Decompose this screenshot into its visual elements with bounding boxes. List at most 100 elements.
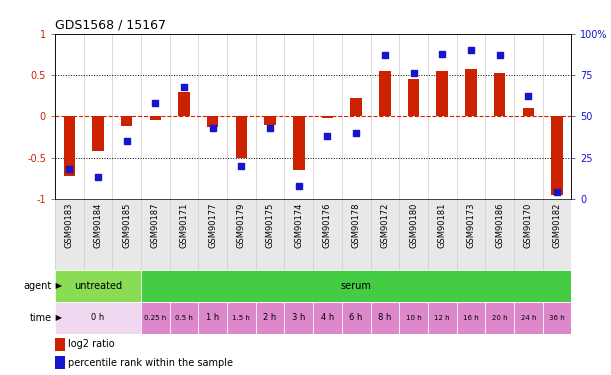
- Bar: [84, 199, 112, 270]
- Point: [64, 166, 74, 172]
- Text: GSM90185: GSM90185: [122, 202, 131, 248]
- Text: serum: serum: [341, 281, 371, 291]
- Bar: [285, 302, 313, 334]
- Bar: [227, 199, 256, 270]
- Bar: [170, 302, 199, 334]
- Point: [552, 189, 562, 195]
- Text: ▶: ▶: [53, 314, 62, 322]
- Text: GSM90174: GSM90174: [295, 202, 303, 248]
- Bar: [342, 302, 370, 334]
- Bar: [55, 302, 141, 334]
- Bar: [236, 116, 247, 158]
- Bar: [121, 116, 133, 126]
- Point: [409, 70, 419, 76]
- Text: 1 h: 1 h: [206, 314, 219, 322]
- Bar: [207, 116, 219, 127]
- Text: 0.5 h: 0.5 h: [175, 315, 193, 321]
- Text: GSM90178: GSM90178: [352, 202, 360, 248]
- Text: 12 h: 12 h: [434, 315, 450, 321]
- Point: [524, 93, 533, 99]
- Bar: [55, 199, 84, 270]
- Text: 16 h: 16 h: [463, 315, 479, 321]
- Bar: [285, 199, 313, 270]
- Text: GSM90176: GSM90176: [323, 202, 332, 248]
- Bar: [92, 116, 104, 151]
- Bar: [64, 116, 75, 176]
- Bar: [170, 199, 199, 270]
- Bar: [514, 302, 543, 334]
- Point: [495, 52, 505, 58]
- Bar: [199, 199, 227, 270]
- Bar: [436, 71, 448, 116]
- Text: 2 h: 2 h: [263, 314, 277, 322]
- Bar: [456, 302, 485, 334]
- Bar: [322, 116, 333, 118]
- Bar: [522, 108, 534, 116]
- Text: 0 h: 0 h: [92, 314, 104, 322]
- Bar: [408, 79, 419, 116]
- Bar: [465, 69, 477, 116]
- Bar: [227, 302, 256, 334]
- Bar: [351, 98, 362, 116]
- Text: 10 h: 10 h: [406, 315, 422, 321]
- Text: 8 h: 8 h: [378, 314, 392, 322]
- Bar: [342, 199, 370, 270]
- Bar: [141, 199, 170, 270]
- Text: GSM90171: GSM90171: [180, 202, 189, 248]
- Text: GSM90172: GSM90172: [380, 202, 389, 248]
- Text: 6 h: 6 h: [349, 314, 363, 322]
- Text: untreated: untreated: [74, 281, 122, 291]
- Bar: [370, 199, 399, 270]
- Bar: [112, 199, 141, 270]
- Bar: [428, 199, 456, 270]
- Text: GSM90175: GSM90175: [266, 202, 274, 248]
- Text: GDS1568 / 15167: GDS1568 / 15167: [55, 18, 166, 31]
- Point: [380, 52, 390, 58]
- Text: 4 h: 4 h: [321, 314, 334, 322]
- Point: [323, 133, 332, 139]
- Point: [294, 183, 304, 189]
- Text: GSM90179: GSM90179: [237, 202, 246, 248]
- Bar: [543, 199, 571, 270]
- Text: GSM90182: GSM90182: [552, 202, 562, 248]
- Text: GSM90186: GSM90186: [495, 202, 504, 248]
- Text: 36 h: 36 h: [549, 315, 565, 321]
- Bar: [256, 199, 285, 270]
- Text: GSM90170: GSM90170: [524, 202, 533, 248]
- Point: [208, 125, 218, 131]
- Text: ▶: ▶: [53, 281, 62, 290]
- Text: 1.5 h: 1.5 h: [233, 315, 251, 321]
- Bar: [150, 116, 161, 120]
- Text: percentile rank within the sample: percentile rank within the sample: [68, 358, 233, 368]
- Text: 24 h: 24 h: [521, 315, 536, 321]
- Point: [179, 84, 189, 90]
- Text: GSM90184: GSM90184: [93, 202, 103, 248]
- Bar: [199, 302, 227, 334]
- Bar: [494, 74, 505, 116]
- Bar: [428, 302, 456, 334]
- Point: [93, 174, 103, 180]
- Bar: [485, 302, 514, 334]
- Point: [122, 138, 131, 144]
- Bar: [313, 199, 342, 270]
- Bar: [256, 302, 285, 334]
- Point: [351, 130, 361, 136]
- Text: 0.25 h: 0.25 h: [144, 315, 167, 321]
- Bar: [456, 199, 485, 270]
- Text: GSM90183: GSM90183: [65, 202, 74, 248]
- Text: GSM90180: GSM90180: [409, 202, 418, 248]
- Point: [236, 163, 246, 169]
- Bar: [543, 302, 571, 334]
- Text: log2 ratio: log2 ratio: [68, 339, 114, 349]
- Text: agent: agent: [24, 281, 52, 291]
- Bar: [141, 302, 170, 334]
- Bar: [485, 199, 514, 270]
- Text: 3 h: 3 h: [292, 314, 306, 322]
- Bar: [379, 71, 390, 116]
- Bar: [55, 338, 65, 351]
- Text: GSM90187: GSM90187: [151, 202, 160, 248]
- Text: GSM90177: GSM90177: [208, 202, 218, 248]
- Bar: [178, 92, 190, 116]
- Text: GSM90173: GSM90173: [466, 202, 475, 248]
- Bar: [514, 199, 543, 270]
